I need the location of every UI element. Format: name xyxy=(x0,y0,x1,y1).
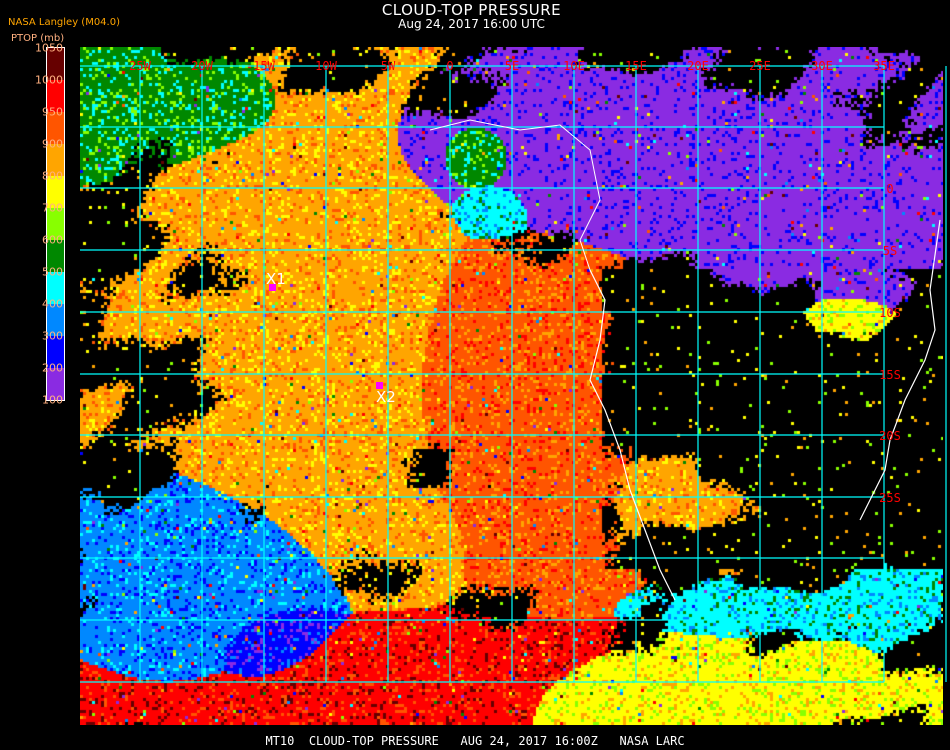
legend-tick: 1000 xyxy=(35,73,63,87)
chart-title: CLOUD-TOP PRESSURE xyxy=(381,1,562,19)
coastline xyxy=(859,219,941,521)
longitude-label: 20W xyxy=(191,59,213,73)
longitude-label: 5E xyxy=(505,59,519,73)
footer-title: CLOUD-TOP PRESSURE xyxy=(308,734,439,748)
legend-tick: 100 xyxy=(42,393,63,407)
legend-swatch xyxy=(47,176,64,208)
location-marker xyxy=(376,382,383,389)
longitude-label: 25E xyxy=(749,59,771,73)
legend-swatch xyxy=(47,304,64,336)
legend-swatch xyxy=(47,208,64,240)
data-source: NASA Langley (M04.0) xyxy=(8,17,120,28)
marker-label: X2 xyxy=(376,388,396,406)
legend-label: PTOP (mb) xyxy=(11,33,65,44)
coastline xyxy=(429,119,601,271)
location-marker xyxy=(269,284,276,291)
coastline xyxy=(589,269,676,601)
legend-swatch xyxy=(47,368,64,400)
color-legend xyxy=(46,47,65,401)
legend-tick: 400 xyxy=(42,297,63,311)
legend-swatch xyxy=(47,240,64,272)
legend-tick: 500 xyxy=(42,265,63,279)
legend-swatch xyxy=(47,80,64,112)
legend-tick: 1050 xyxy=(35,41,63,55)
legend-swatch xyxy=(47,48,64,80)
latitude-label: 10S xyxy=(879,306,901,320)
legend-swatch xyxy=(47,272,64,304)
footer-agency: NASA LARC xyxy=(619,734,685,748)
legend-tick: 800 xyxy=(42,169,63,183)
longitude-label: 5W xyxy=(381,59,396,73)
latitude-label: 20S xyxy=(879,429,901,443)
footer: MT10 CLOUD-TOP PRESSURE AUG 24, 2017 16:… xyxy=(0,734,950,748)
longitude-label: 15E xyxy=(625,59,647,73)
longitude-label: 10W xyxy=(315,59,337,73)
longitude-label: 20E xyxy=(687,59,709,73)
footer-datetime: AUG 24, 2017 16:00Z xyxy=(460,734,598,748)
latitude-label: 25S xyxy=(879,491,901,505)
longitude-label: 30E xyxy=(811,59,833,73)
legend-tick: 700 xyxy=(42,201,63,215)
legend-tick: 200 xyxy=(42,361,63,375)
longitude-label: 15W xyxy=(253,59,275,73)
legend-tick: 300 xyxy=(42,329,63,343)
legend-swatch xyxy=(47,336,64,368)
legend-tick: 900 xyxy=(42,137,63,151)
latitude-label: 5S xyxy=(883,244,897,258)
longitude-label: 0 xyxy=(446,59,453,73)
legend-swatch xyxy=(47,144,64,176)
latitude-label: 0 xyxy=(886,182,893,196)
longitude-label: 10E xyxy=(563,59,585,73)
legend-swatch xyxy=(47,112,64,144)
longitude-label: 25W xyxy=(129,59,151,73)
longitude-label: 35E xyxy=(873,59,895,73)
chart-datetime: Aug 24, 2017 16:00 UTC xyxy=(398,17,545,31)
footer-product: MT10 xyxy=(265,734,295,748)
marker-label: X1 xyxy=(266,270,286,288)
legend-tick: 600 xyxy=(42,233,63,247)
latitude-label: 15S xyxy=(879,368,901,382)
legend-tick: 950 xyxy=(42,105,63,119)
